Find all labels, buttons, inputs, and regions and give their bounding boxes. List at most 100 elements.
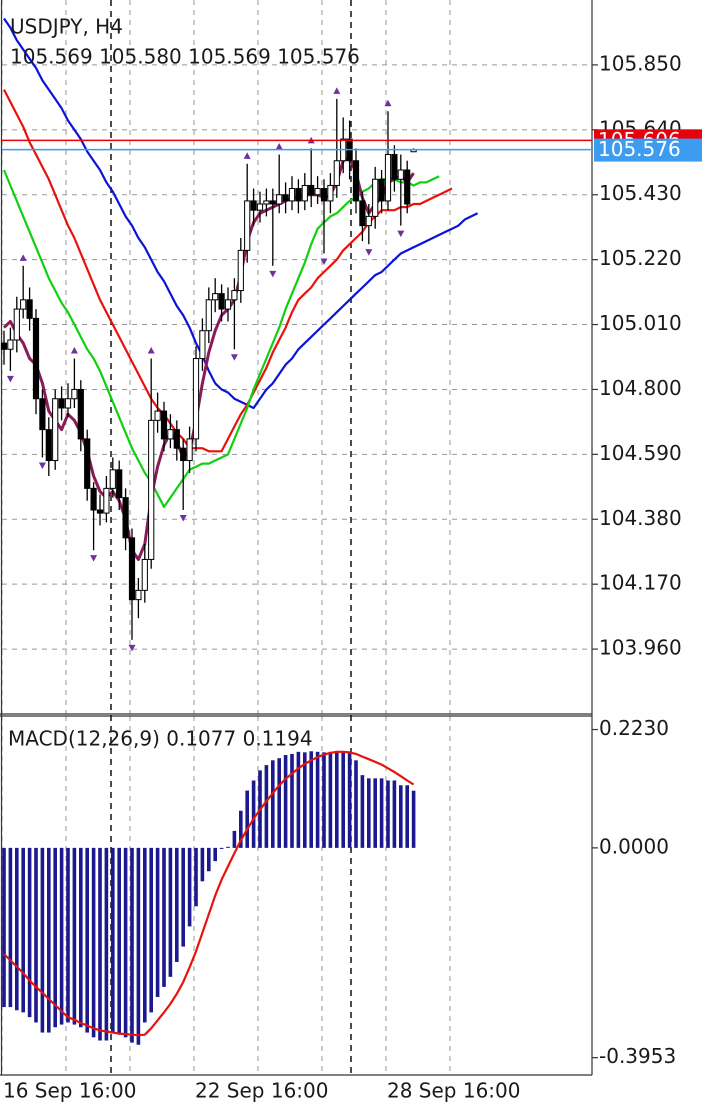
signal-line	[3, 750, 415, 1037]
candle-body	[237, 249, 244, 292]
macd-bar	[360, 775, 365, 848]
chart-title: USDJPY, H4	[10, 15, 123, 39]
fractal-down	[128, 644, 136, 652]
candle-body	[0, 342, 8, 350]
macd-bar	[34, 847, 38, 1023]
macd-bar	[245, 790, 249, 848]
macd-bar	[392, 780, 397, 848]
candle-body	[352, 160, 360, 202]
macd-bar	[143, 847, 147, 1023]
macd-bar	[354, 760, 358, 848]
candle-body	[96, 509, 104, 514]
macd-bar	[379, 778, 384, 848]
macd-bar	[347, 752, 352, 848]
candle-body	[141, 558, 148, 591]
macd-bar	[399, 785, 403, 848]
macd-bar	[187, 847, 192, 927]
moving-average-line	[2, 169, 440, 508]
candle-body	[263, 200, 270, 205]
macd-bar	[175, 847, 179, 962]
y-tick-label: 104.170	[599, 571, 682, 595]
candle-body	[64, 398, 72, 409]
candle-body	[109, 469, 116, 489]
price-label-box	[594, 138, 702, 162]
candle-body	[122, 497, 129, 539]
candle-body	[378, 178, 385, 202]
candle-body	[148, 419, 155, 560]
macd-bar	[232, 830, 237, 848]
candle-body	[7, 339, 14, 350]
macd-bar	[8, 847, 13, 1008]
candle-body	[154, 410, 161, 421]
candle-body	[404, 169, 411, 205]
candle-body	[20, 299, 27, 310]
y-tick-label: 104.380	[599, 506, 682, 530]
macd-bar	[117, 847, 121, 1035]
candle-body	[218, 293, 225, 310]
x-tick-label: 22 Sep 16:00	[195, 1079, 329, 1103]
candle-body	[192, 358, 200, 440]
candle-body	[359, 200, 366, 227]
macd-bar	[367, 778, 371, 848]
candle-body	[58, 398, 65, 409]
candle-body	[282, 194, 289, 202]
y-tick-label: 105.850	[599, 51, 682, 75]
candle-body	[333, 160, 340, 186]
candle-body	[314, 188, 321, 196]
candle-body	[180, 447, 187, 462]
ohlc-readout: 105.569 105.580 105.569 105.576	[10, 45, 360, 69]
macd-bar	[162, 847, 166, 987]
macd-title: MACD(12,26,9) 0.1077 0.1194	[8, 727, 313, 751]
macd-bar	[239, 810, 243, 848]
macd-bar	[309, 751, 313, 848]
macd-bar	[264, 765, 269, 848]
fractal-up	[333, 87, 341, 94]
price-label: 105.576	[598, 137, 681, 161]
macd-bar	[2, 847, 6, 1008]
fractal-up	[384, 99, 392, 107]
macd-bar	[322, 752, 326, 848]
macd-bar	[91, 847, 96, 1038]
macd-bar	[411, 790, 416, 848]
candle-body	[244, 200, 251, 251]
macd-bar	[53, 847, 57, 1028]
candle-body	[32, 317, 40, 400]
macd-bar	[283, 755, 288, 848]
candle-body	[250, 200, 257, 211]
candle-body	[288, 188, 296, 202]
fractal-down	[365, 249, 373, 256]
macd-bar	[405, 785, 409, 848]
macd-bar	[47, 847, 51, 1033]
candle-body	[224, 299, 232, 310]
macd-bar	[111, 847, 115, 1033]
candle-body	[276, 194, 283, 205]
fractal-up	[243, 152, 251, 159]
macd-bar	[104, 847, 109, 1041]
candle-body	[52, 398, 59, 462]
macd-bar	[373, 778, 377, 848]
candle-body	[301, 184, 308, 202]
candle-body	[173, 429, 180, 449]
macd-bar	[341, 751, 345, 848]
candle-body	[26, 299, 33, 319]
macd-bar	[79, 847, 83, 1028]
candle-body	[327, 184, 334, 202]
y-tick-label: 104.800	[599, 376, 682, 400]
candle-body	[295, 188, 302, 202]
macd-bar	[66, 847, 70, 1023]
macd-bar	[213, 847, 217, 862]
candle-body	[391, 154, 398, 180]
candle-body	[397, 169, 404, 180]
candle-body	[39, 398, 46, 431]
macd-bar	[98, 847, 102, 1041]
candle-body	[71, 388, 78, 400]
moving-average-line	[3, 89, 453, 453]
candle-body	[84, 438, 91, 489]
candle-body	[90, 487, 97, 511]
y-tick-label: 105.430	[599, 181, 682, 205]
y-tick-label: 105.220	[599, 246, 682, 270]
fractal-down	[230, 354, 238, 361]
fractal-down	[38, 462, 46, 469]
